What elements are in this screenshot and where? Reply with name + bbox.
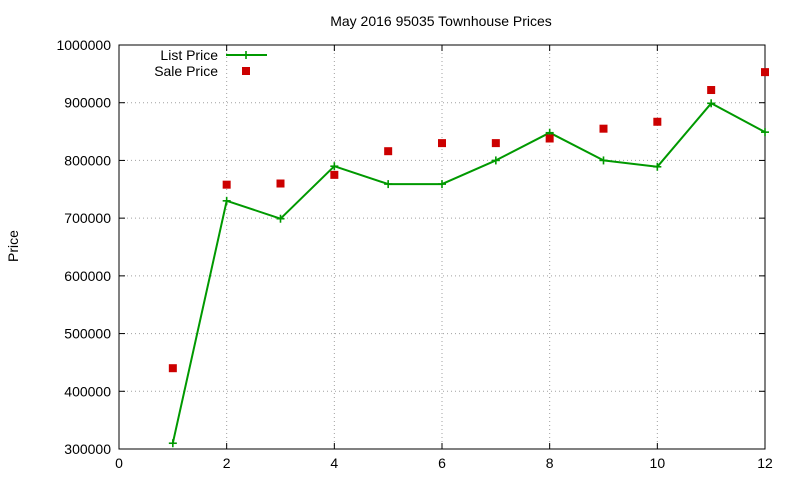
chart-title: May 2016 95035 Townhouse Prices xyxy=(330,13,552,29)
y-tick-label: 800000 xyxy=(64,152,111,168)
list-price-point xyxy=(438,180,446,189)
sale-price-point xyxy=(545,134,554,143)
list-price-point xyxy=(168,439,177,448)
sale-price-point xyxy=(330,170,339,179)
x-tick-label: 4 xyxy=(330,455,338,471)
y-tick-label: 600000 xyxy=(64,268,111,284)
legend-label: List Price xyxy=(160,47,218,63)
sale-price-point xyxy=(384,147,393,156)
list-price-point xyxy=(384,180,393,189)
legend-label: Sale Price xyxy=(154,63,218,79)
x-tick-label: 10 xyxy=(650,455,666,471)
y-tick-label: 500000 xyxy=(64,326,111,342)
x-tick-label: 8 xyxy=(546,455,554,471)
sale-price-point xyxy=(707,86,716,95)
sale-price-point xyxy=(599,124,608,133)
axes xyxy=(118,44,766,450)
legend-plus-marker xyxy=(242,51,250,59)
sale-price-point xyxy=(653,117,662,126)
list-price-point xyxy=(653,162,662,171)
list-price-point xyxy=(222,196,231,205)
list-price-point xyxy=(276,214,285,223)
grid-lines xyxy=(119,45,765,449)
list-price-point xyxy=(707,99,716,108)
y-tick-label: 400000 xyxy=(64,383,111,399)
series-layer xyxy=(168,68,769,448)
sale-price-point xyxy=(276,179,285,188)
tick-labels: 0 2 4 6 8 10 12 300000 400000 500000 600000 700000 8… xyxy=(56,37,773,471)
list-price-line xyxy=(171,102,766,444)
y-tick-label: 1000000 xyxy=(56,37,111,53)
sale-price-point xyxy=(168,364,177,373)
list-price-point xyxy=(330,162,339,171)
x-tick-label: 12 xyxy=(757,455,773,471)
y-axis-label: Price xyxy=(5,230,21,262)
sale-price-point xyxy=(438,139,446,148)
list-price-point xyxy=(761,128,769,137)
list-price-point xyxy=(599,156,608,165)
y-tick-label: 700000 xyxy=(64,210,111,226)
sale-price-point xyxy=(761,68,769,77)
x-tick-label: 2 xyxy=(223,455,231,471)
sale-price-point xyxy=(491,139,500,148)
x-tick-label: 6 xyxy=(438,455,446,471)
x-tick-label: 0 xyxy=(115,455,123,471)
legend-square-marker xyxy=(242,67,250,75)
sale-price-point xyxy=(222,180,231,189)
y-tick-label: 300000 xyxy=(64,441,111,457)
list-price-point xyxy=(491,156,500,165)
y-tick-label: 900000 xyxy=(64,95,111,111)
